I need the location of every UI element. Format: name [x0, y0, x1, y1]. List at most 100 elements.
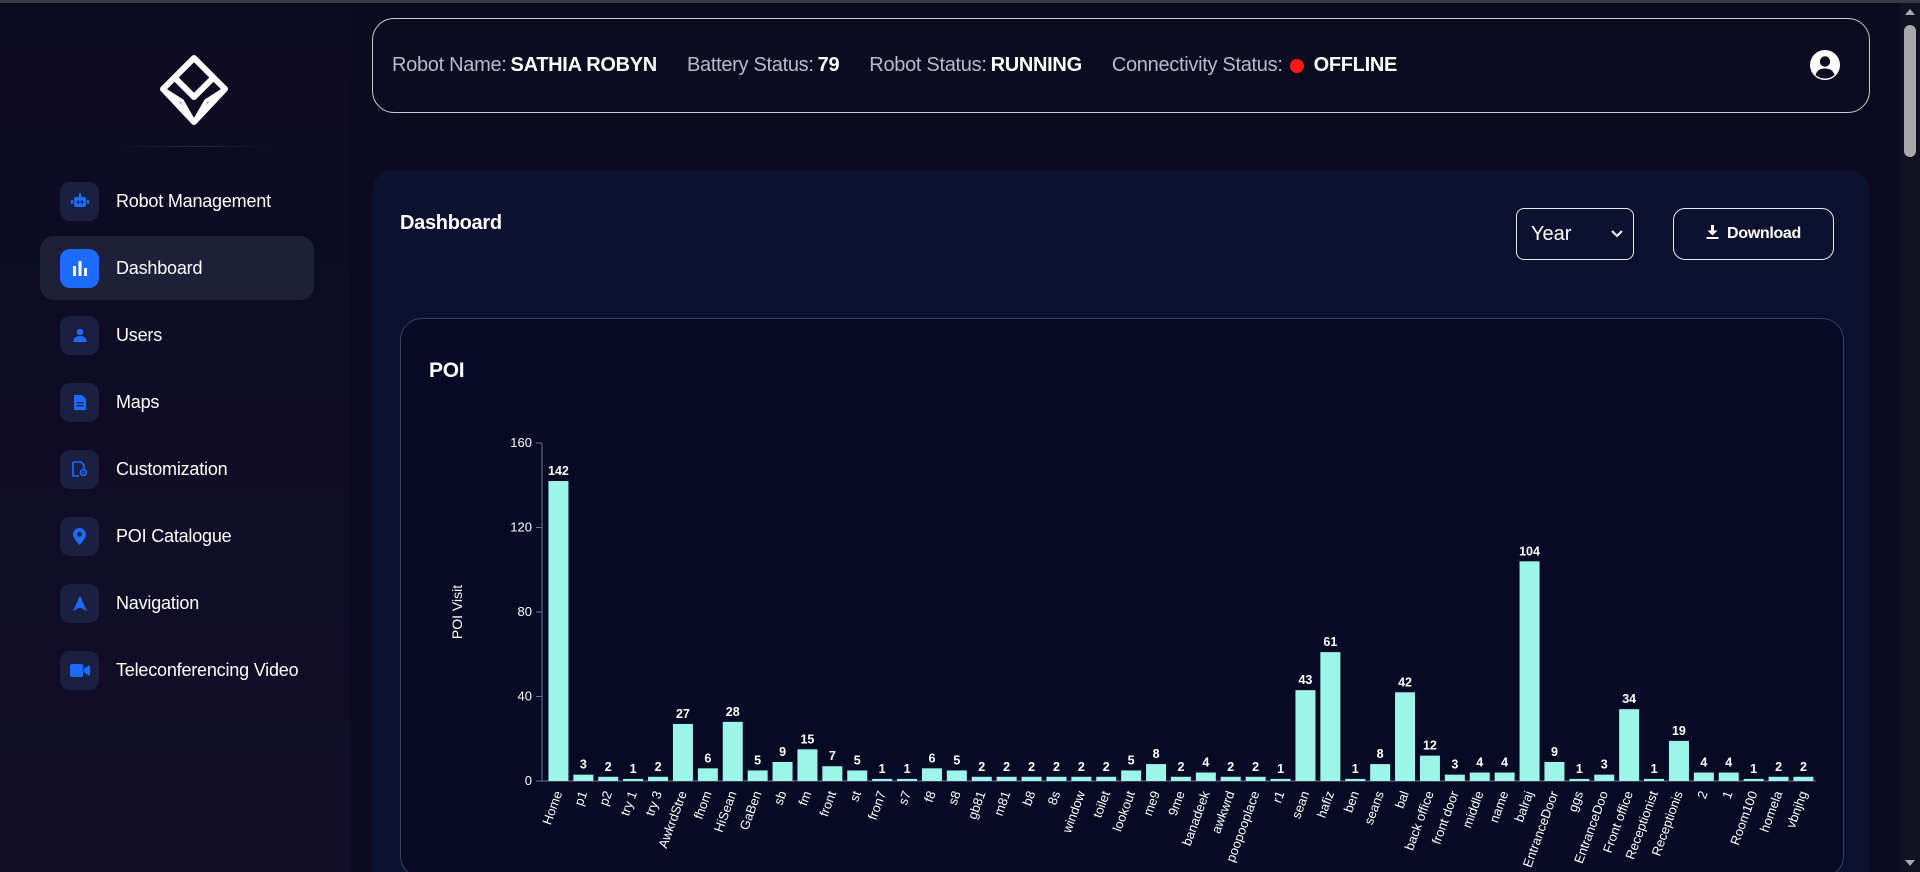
bar-value-label: 9: [779, 745, 786, 759]
bar-value-label: 34: [1622, 692, 1636, 706]
x-tick-label: front: [816, 789, 839, 819]
bar-value-label: 8: [1377, 747, 1384, 761]
x-tick-label: me9: [1140, 789, 1163, 818]
scroll-up-arrow-icon[interactable]: [1905, 9, 1915, 15]
bar-value-label: 2: [1053, 760, 1060, 774]
x-tick-label: 1: [1719, 789, 1736, 801]
bar-49: [1768, 776, 1789, 781]
period-select[interactable]: Year: [1516, 208, 1634, 260]
bar-23: [1121, 770, 1142, 781]
x-tick-label: gb81: [965, 789, 989, 821]
x-tick-label: balraj: [1511, 789, 1536, 824]
bar-10: [797, 749, 818, 781]
bar-14: [897, 778, 918, 781]
bar-41: [1569, 778, 1590, 781]
bar-value-label: 5: [1128, 753, 1135, 767]
sidebar-item-maps[interactable]: Maps: [40, 370, 314, 434]
x-tick-label: m81: [991, 789, 1014, 818]
bar-value-label: 5: [953, 753, 960, 767]
x-tick-label: ggs: [1565, 788, 1586, 813]
bar-value-label: 2: [1227, 760, 1234, 774]
x-tick-label: try 1: [617, 789, 640, 818]
x-tick-label: toilet: [1090, 789, 1114, 820]
bar-13: [872, 778, 893, 781]
bar-0: [548, 481, 569, 781]
period-select-value: Year: [1531, 222, 1572, 245]
robot-name-value: SATHIA ROBYN: [510, 54, 658, 76]
x-tick-label: 2: [1694, 789, 1711, 801]
bar-26: [1195, 772, 1216, 781]
x-tick-label: GaBen: [737, 789, 765, 832]
sidebar-item-teleconferencing-video[interactable]: Teleconferencing Video: [40, 638, 314, 702]
bar-value-label: 2: [1252, 760, 1259, 774]
sidebar-item-dashboard[interactable]: Dashboard: [40, 236, 314, 300]
bar-1: [573, 774, 594, 781]
bar-value-label: 3: [580, 758, 587, 772]
bar-value-label: 1: [630, 762, 637, 776]
sidebar-item-customization[interactable]: Customization: [40, 437, 314, 501]
sidebar-item-label: Maps: [116, 391, 160, 412]
bar-38: [1494, 772, 1515, 781]
bar-8: [747, 770, 768, 781]
x-tick-label: window: [1059, 788, 1088, 835]
page-scrollbar[interactable]: [1900, 3, 1920, 872]
x-tick-label: homela: [1757, 788, 1786, 834]
bar-value-label: 6: [704, 751, 711, 765]
bar-12: [847, 770, 868, 781]
download-button[interactable]: Download: [1673, 208, 1834, 260]
sidebar-item-label: POI Catalogue: [116, 525, 232, 546]
bar-35: [1419, 755, 1440, 781]
window-top-border: [0, 0, 1920, 3]
bar-value-label: 4: [1202, 756, 1209, 770]
bar-42: [1594, 774, 1615, 781]
bar-value-label: 3: [1451, 758, 1458, 772]
bar-value-label: 2: [1078, 760, 1085, 774]
bar-17: [971, 776, 992, 781]
x-tick-label: name: [1486, 789, 1511, 825]
y-axis-label: POI Visit: [449, 585, 465, 639]
x-tick-label: 9me: [1165, 789, 1188, 818]
bar-27: [1220, 776, 1241, 781]
sidebar-item-label: Robot Management: [116, 190, 271, 211]
scroll-thumb[interactable]: [1904, 25, 1916, 157]
bar-value-label: 5: [854, 753, 861, 767]
x-tick-label: s7: [895, 789, 914, 807]
sidebar-item-robot-management[interactable]: Robot Management: [40, 169, 314, 233]
bar-15: [921, 768, 942, 781]
x-tick-label: Home: [539, 789, 565, 827]
bar-value-label: 15: [800, 732, 814, 746]
bar-value-label: 1: [1352, 762, 1359, 776]
bar-48: [1743, 778, 1764, 781]
download-label: Download: [1726, 225, 1802, 242]
x-tick-label: sb: [771, 789, 790, 807]
bar-value-label: 43: [1298, 673, 1312, 687]
bar-value-label: 2: [1003, 760, 1010, 774]
bar-16: [946, 770, 967, 781]
x-tick-label: hafiz: [1314, 789, 1337, 820]
bar-22: [1096, 776, 1117, 781]
sidebar-item-navigation[interactable]: Navigation: [40, 571, 314, 635]
connectivity-status: Connectivity Status: OFFLINE: [1112, 54, 1398, 77]
sidebar-item-poi-catalogue[interactable]: POI Catalogue: [40, 504, 314, 568]
logo-divider: [120, 146, 270, 147]
chevron-down-icon: [1611, 225, 1623, 243]
dashboard-panel: Dashboard Year Download POI 0 40 80 120 160 P…: [372, 170, 1870, 872]
sidebar-item-label: Navigation: [116, 592, 200, 613]
bar-value-label: 1: [1576, 762, 1583, 776]
sidebar-item-users[interactable]: Users: [40, 303, 314, 367]
status-row: Robot Name: SATHIA ROBYN Battery Status:…: [392, 19, 1427, 112]
bar-chart-icon: [60, 248, 99, 288]
sidebar-item-label: Customization: [116, 458, 228, 479]
user-circle-icon[interactable]: [1809, 49, 1841, 81]
bar-value-label: 2: [1028, 760, 1035, 774]
sidebar: Robot Management Dashboard Users: [0, 3, 350, 872]
scroll-down-arrow-icon[interactable]: [1905, 860, 1915, 866]
bar-value-label: 1: [1750, 762, 1757, 776]
bar-3: [623, 778, 644, 781]
diamond-logo-icon[interactable]: [160, 55, 228, 127]
document-icon: [60, 382, 99, 422]
bar-value-label: 6: [928, 751, 935, 765]
bar-25: [1170, 776, 1191, 781]
bar-24: [1146, 764, 1167, 781]
x-tick-label: st: [847, 789, 865, 804]
